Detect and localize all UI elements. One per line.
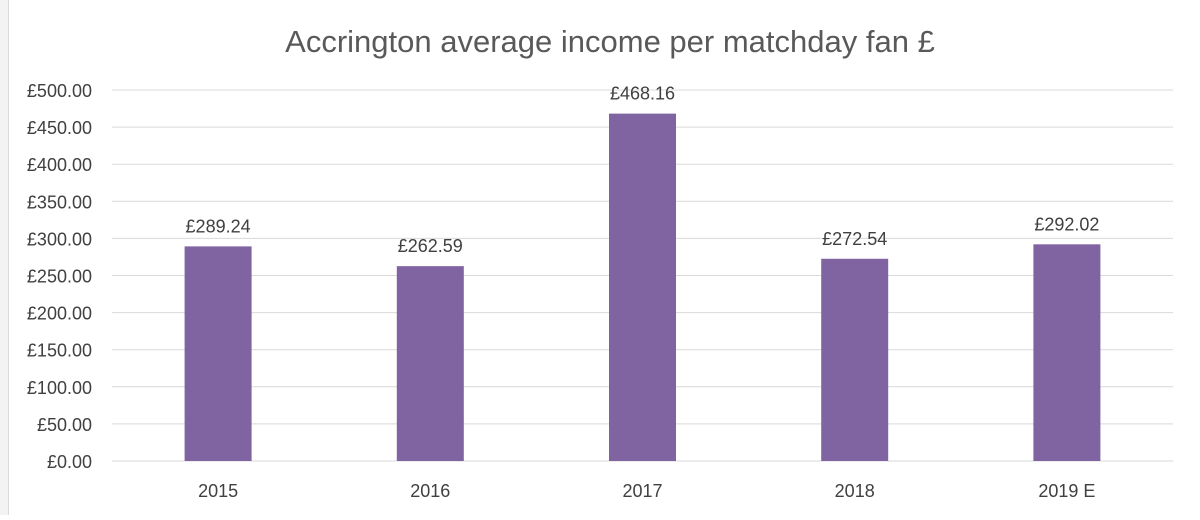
x-tick-label: 2018 (835, 481, 875, 501)
y-tick-label: £200.00 (27, 304, 92, 324)
data-label: £468.16 (610, 84, 675, 104)
y-tick-label: £450.00 (27, 118, 92, 138)
x-tick-label: 2019 E (1038, 481, 1095, 501)
y-tick-label: £350.00 (27, 192, 92, 212)
worksheet-edge (0, 0, 9, 515)
y-axis-ticks: £0.00 £50.00 £100.00 £150.00 £200.00 £250.00 £… (27, 81, 92, 472)
data-label: £272.54 (822, 229, 887, 249)
bar (609, 113, 676, 462)
bar (396, 266, 464, 461)
data-label: £292.02 (1034, 214, 1099, 234)
y-tick-label: £500.00 (27, 81, 92, 101)
bar (1033, 244, 1101, 461)
y-tick-label: £0.00 (47, 452, 92, 472)
data-labels: £289.24 £262.59 £468.16 £272.54 £292.02 (186, 84, 1100, 257)
chart-title: Accrington average income per matchday f… (285, 24, 935, 59)
bar (184, 246, 252, 461)
data-label: £262.59 (398, 236, 463, 256)
y-tick-label: £100.00 (27, 378, 92, 398)
y-tick-label: £400.00 (27, 155, 92, 175)
y-tick-label: £300.00 (27, 229, 92, 249)
x-axis-ticks: 2015 2016 2017 2018 2019 E (198, 481, 1095, 501)
y-tick-label: £50.00 (37, 415, 92, 435)
bars (184, 113, 1101, 462)
y-tick-label: £150.00 (27, 341, 92, 361)
bar (821, 258, 889, 461)
y-tick-label: £250.00 (27, 267, 92, 287)
x-tick-label: 2017 (622, 481, 662, 501)
data-label: £289.24 (186, 216, 251, 236)
x-tick-label: 2015 (198, 481, 238, 501)
x-tick-label: 2016 (410, 481, 450, 501)
